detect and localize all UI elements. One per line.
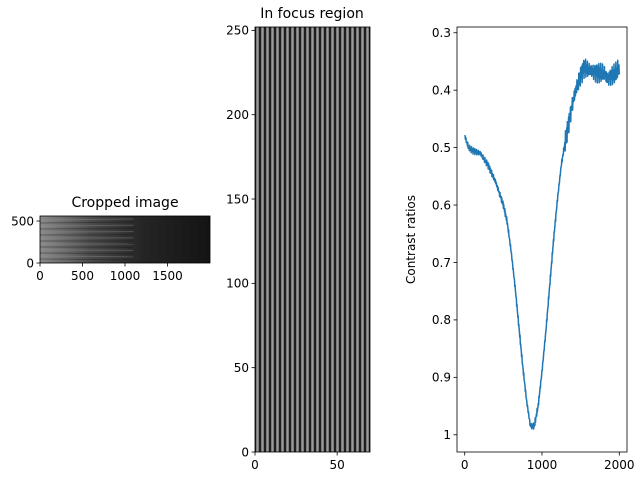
in-focus-region-stripe (326, 27, 329, 452)
cropped-image-panel: Cropped image 0 500 1000 1500 0 500 (11, 195, 211, 283)
contrast-ratio-ytick-label: 0.8 (432, 313, 451, 327)
contrast-ratio-ytick-label: 1 (443, 428, 451, 442)
in-focus-region-frame (254, 26, 371, 453)
in-focus-region-xtick-label: 0 (251, 458, 259, 472)
cropped-image-fringe (40, 252, 134, 255)
in-focus-region-stripe (286, 27, 289, 452)
cropped-image-fringe (40, 258, 134, 261)
in-focus-region-stripe (281, 27, 284, 452)
contrast-ratio-ylabel: Contrast ratios (404, 195, 418, 284)
in-focus-region-stripe (366, 27, 369, 452)
in-focus-region-ytick-label: 250 (226, 24, 249, 38)
in-focus-region-stripe (291, 27, 294, 452)
in-focus-region-stripe (261, 27, 264, 452)
in-focus-region-stripe (356, 27, 359, 452)
cropped-image-ytick-label: 0 (26, 256, 34, 270)
contrast-ratio-ytick-label: 0.4 (432, 83, 451, 97)
in-focus-region-ytick-label: 150 (226, 192, 249, 206)
in-focus-region-stripe (276, 27, 279, 452)
in-focus-region-stripe (341, 27, 344, 452)
in-focus-region-xtick-label: 50 (330, 458, 345, 472)
cropped-image-xtick-label: 1500 (152, 269, 183, 283)
in-focus-region-stripe (256, 27, 259, 452)
in-focus-region-stripe (316, 27, 319, 452)
cropped-image-fringe (40, 218, 134, 221)
cropped-image-pixels (40, 216, 210, 263)
in-focus-region-stripe (296, 27, 299, 452)
in-focus-region-ytick-label: 100 (226, 277, 249, 291)
in-focus-region-panel: In focus region 0 50 0 50 100 150 200 250 (226, 6, 371, 472)
in-focus-region-stripe (306, 27, 309, 452)
cropped-image-xtick-label: 1000 (110, 269, 141, 283)
cropped-image-fringe (40, 221, 134, 224)
contrast-ratio-series-line (464, 58, 621, 430)
in-focus-region-ytick-label: 50 (234, 361, 249, 375)
contrast-ratio-axes-frame (456, 26, 628, 453)
contrast-ratio-ytick-label: 0.7 (432, 256, 451, 270)
in-focus-region-ytick-label: 200 (226, 108, 249, 122)
contrast-ratio-xtick-label: 2000 (604, 458, 635, 472)
in-focus-region-stripe (266, 27, 269, 452)
in-focus-region-stripe (346, 27, 349, 452)
cropped-image-xtick-label: 0 (36, 269, 44, 283)
in-focus-region-stripe (321, 27, 324, 452)
cropped-image-title: Cropped image (71, 195, 178, 211)
in-focus-region-stripe (336, 27, 339, 452)
cropped-image-xtick-label: 500 (71, 269, 94, 283)
contrast-ratio-xtick-label: 1000 (527, 458, 558, 472)
contrast-ratio-xtick-label: 0 (461, 458, 469, 472)
cropped-image-fringe (40, 227, 134, 230)
contrast-ratio-ytick-label: 0.9 (432, 371, 451, 385)
in-focus-region-stripe (271, 27, 274, 452)
cropped-image-ytick-label: 500 (11, 214, 34, 228)
in-focus-region-stripe (361, 27, 364, 452)
in-focus-region-title: In focus region (260, 6, 364, 22)
contrast-ratio-ytick-label: 0.3 (432, 26, 451, 40)
contrast-ratio-ytick-label: 0.6 (432, 198, 451, 212)
contrast-ratio-panel: 0 1000 2000 0.3 0.4 0.5 0.6 0.7 0.8 0.9 1 Contrast… (404, 26, 635, 472)
cropped-image-fringe (40, 255, 134, 258)
cropped-image-fringe (40, 224, 134, 227)
contrast-ratio-ytick-label: 0.5 (432, 141, 451, 155)
in-focus-region-ytick-label: 0 (241, 445, 249, 459)
in-focus-region-stripe (351, 27, 354, 452)
in-focus-region-stripe (311, 27, 314, 452)
in-focus-region-stripe (331, 27, 334, 452)
in-focus-region-stripe (301, 27, 304, 452)
